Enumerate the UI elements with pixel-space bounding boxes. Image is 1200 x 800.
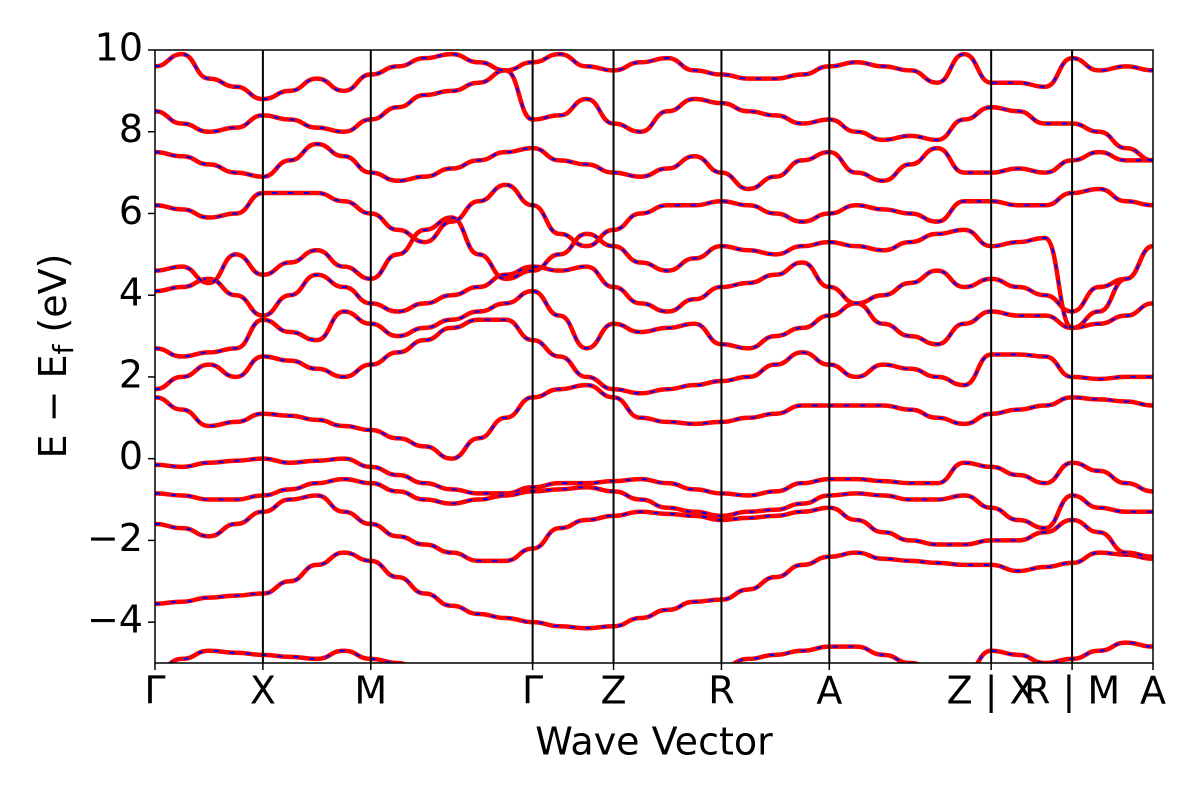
y-label-main: E − E [31,354,75,458]
x-axis-label: Wave Vector [535,720,773,764]
band-line-overlay [155,69,1153,162]
band-line-overlay [155,142,1153,190]
band-line-overlay [155,494,1153,562]
x-tick-label: A [816,669,842,713]
band-line [155,382,1153,461]
x-tick-label: X [250,669,276,713]
x-tick-label: Γ [144,669,165,713]
band-line-overlay [155,290,1153,358]
y-tick-label: 10 [95,26,143,70]
x-tick-label: A [1140,669,1166,713]
band-line [155,456,1153,498]
band-line-overlay [155,318,1153,395]
band-line-overlay [155,53,1153,101]
y-tick-label: 0 [119,434,143,478]
x-tick-label: Z | X [947,669,1036,714]
band-line [167,640,1153,663]
x-tick-label: R | M [1024,669,1120,714]
y-axis-label: E − Ef (eV) [31,254,81,459]
x-tick-label: M [354,669,387,713]
y-tick-label: 4 [119,271,143,315]
y-tick-label: −2 [87,516,143,560]
y-label-tail: (eV) [31,254,75,333]
plot-frame [154,49,1154,664]
x-tick-label: R [708,669,734,713]
y-tick-label: −4 [87,598,143,642]
y-label-sub: f [47,343,80,354]
band-line [155,550,1153,631]
band-line [155,243,1153,318]
band-line-overlay [155,551,1153,630]
y-tick-label: 2 [119,352,143,396]
band-line [155,476,1153,531]
y-tick-label: 6 [119,189,143,233]
band-line [155,288,1153,359]
band-line-overlay [155,384,1153,460]
x-tick-label: Γ [522,669,543,713]
bands [155,51,1153,663]
band-line [155,51,1153,102]
band-line-overlay [155,457,1153,497]
y-tick-label: 8 [119,107,143,151]
band-line [155,182,1153,249]
x-tick-label: Z [601,669,627,713]
